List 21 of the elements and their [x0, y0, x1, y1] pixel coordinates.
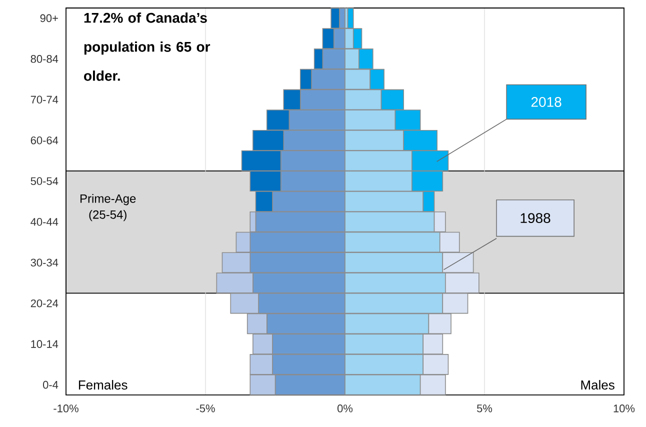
x-tick-label: 0%: [337, 404, 353, 412]
y-tick-label: 60-64: [30, 136, 58, 144]
text: 17.2% of Canada’s population is 65 or older.: [84, 12, 210, 81]
y-tick-label: 0-4: [43, 380, 58, 389]
text: 2018: [531, 97, 562, 107]
x-tick-label: 10%: [614, 404, 635, 412]
y-tick-label: 10-14: [31, 340, 58, 348]
y-tick-label: 30-34: [30, 258, 58, 266]
text: 1988: [520, 213, 550, 224]
y-tick-label: 80-84: [30, 55, 58, 63]
annotation: Males: [581, 380, 614, 390]
y-tick-label: 90+: [40, 14, 58, 22]
annotation: Females: [78, 380, 128, 390]
y-tick-label: 20-24: [30, 299, 58, 308]
annotation: Prime-Age (25-54): [80, 194, 136, 222]
y-tick-label: 70-74: [30, 96, 58, 104]
y-tick-label: 40-44: [30, 218, 58, 226]
x-tick-label: -10%: [54, 404, 78, 412]
y-tick-label: 50-54: [30, 177, 58, 186]
x-tick-label: -5%: [196, 404, 215, 412]
x-tick-label: 5%: [476, 404, 492, 412]
